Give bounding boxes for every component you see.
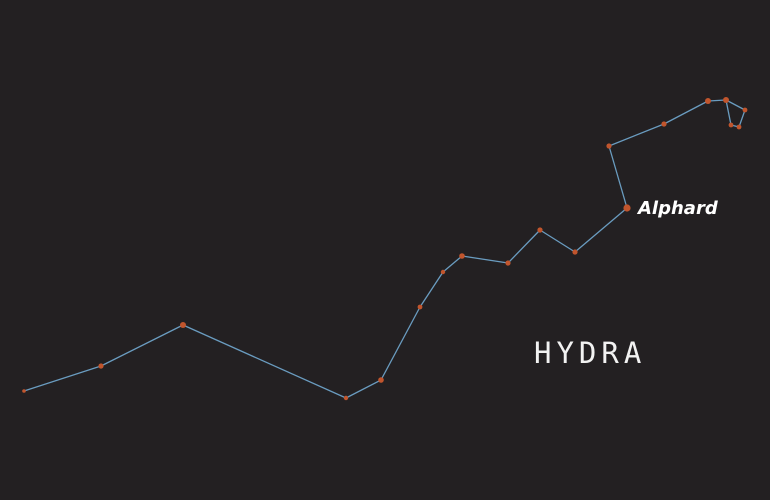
star xyxy=(537,227,543,233)
star xyxy=(705,98,711,104)
constellation-body-line xyxy=(23,99,727,399)
star xyxy=(417,304,423,310)
star xyxy=(606,143,612,149)
star xyxy=(723,97,729,103)
constellation-name: HYDRA xyxy=(534,336,647,370)
star xyxy=(378,377,384,383)
star xyxy=(180,322,186,328)
constellation-stars xyxy=(22,97,748,401)
star xyxy=(572,249,578,255)
star xyxy=(742,107,748,113)
star xyxy=(22,389,26,393)
star-label-alphard: Alphard xyxy=(638,198,718,219)
constellation-head-line xyxy=(725,99,746,128)
star xyxy=(459,253,465,259)
star xyxy=(505,260,511,266)
star xyxy=(736,124,742,130)
star xyxy=(98,363,104,369)
star xyxy=(440,269,446,275)
star xyxy=(661,121,667,127)
star-alphard xyxy=(623,204,631,212)
star xyxy=(728,122,734,128)
star xyxy=(343,395,349,401)
